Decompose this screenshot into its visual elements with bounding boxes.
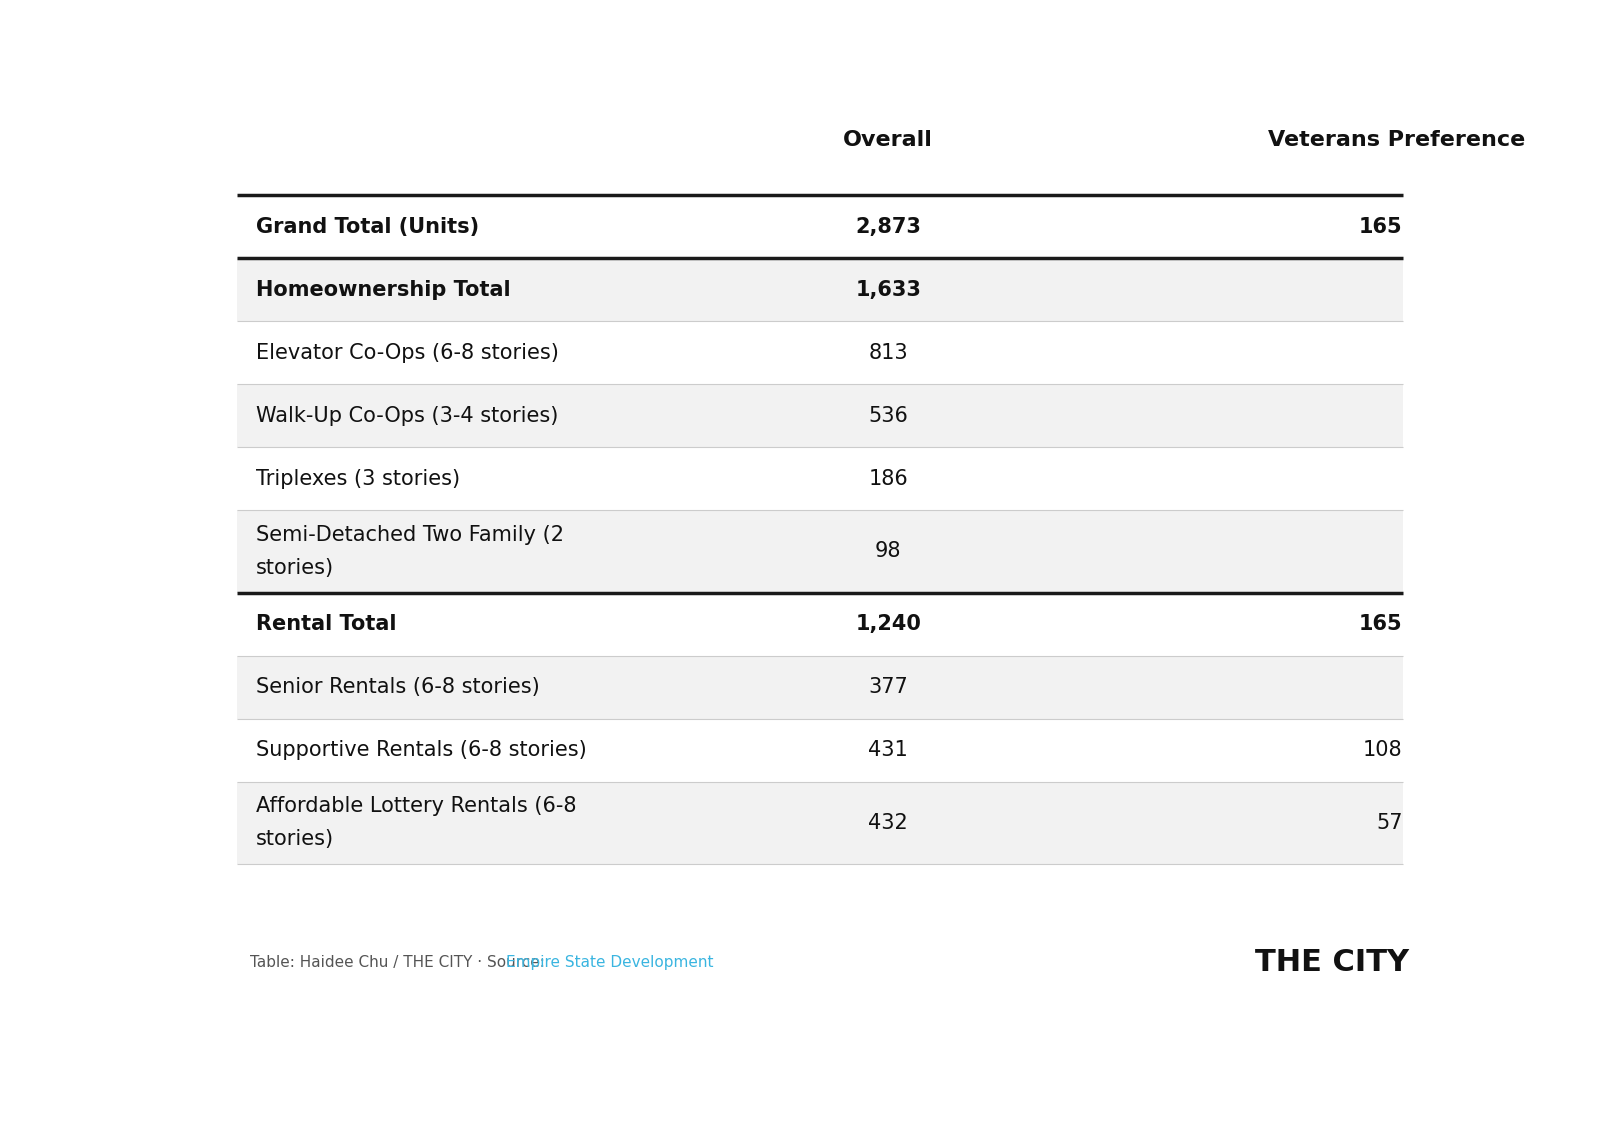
- Bar: [237, 195, 1403, 258]
- Text: 1,240: 1,240: [856, 614, 922, 634]
- Text: 432: 432: [869, 812, 909, 833]
- Text: 1,633: 1,633: [856, 279, 922, 300]
- Text: Table: Haidee Chu / THE CITY · Source:: Table: Haidee Chu / THE CITY · Source:: [250, 955, 549, 969]
- Text: Triplexes (3 stories): Triplexes (3 stories): [256, 469, 459, 489]
- Bar: [237, 258, 1403, 321]
- Text: 186: 186: [869, 469, 909, 489]
- Bar: [237, 655, 1403, 719]
- Text: Veterans Preference: Veterans Preference: [1267, 130, 1525, 150]
- Text: 165: 165: [1358, 614, 1403, 634]
- Text: Overall: Overall: [843, 130, 933, 150]
- Text: Walk-Up Co-Ops (3-4 stories): Walk-Up Co-Ops (3-4 stories): [256, 406, 558, 426]
- Text: Affordable Lottery Rentals (6-8: Affordable Lottery Rentals (6-8: [256, 797, 576, 817]
- Bar: [237, 782, 1403, 864]
- Bar: [237, 511, 1403, 592]
- Text: Grand Total (Units): Grand Total (Units): [256, 217, 478, 237]
- Text: 813: 813: [869, 343, 909, 362]
- Text: Supportive Rentals (6-8 stories): Supportive Rentals (6-8 stories): [256, 741, 587, 761]
- Text: Semi-Detached Two Family (2: Semi-Detached Two Family (2: [256, 525, 563, 545]
- Text: Elevator Co-Ops (6-8 stories): Elevator Co-Ops (6-8 stories): [256, 343, 558, 362]
- Text: 377: 377: [869, 678, 909, 697]
- Text: 57: 57: [1376, 812, 1403, 833]
- Text: 431: 431: [869, 741, 909, 761]
- Bar: [237, 448, 1403, 511]
- Text: THE CITY: THE CITY: [1254, 948, 1410, 977]
- Bar: [237, 719, 1403, 782]
- Text: Homeownership Total: Homeownership Total: [256, 279, 510, 300]
- Text: Rental Total: Rental Total: [256, 614, 397, 634]
- Bar: [237, 385, 1403, 448]
- Text: 2,873: 2,873: [856, 217, 922, 237]
- Text: Empire State Development: Empire State Development: [506, 955, 714, 969]
- Text: 108: 108: [1363, 741, 1403, 761]
- Text: stories): stories): [256, 558, 334, 578]
- Text: Senior Rentals (6-8 stories): Senior Rentals (6-8 stories): [256, 678, 539, 697]
- Bar: [237, 592, 1403, 655]
- Text: stories): stories): [256, 829, 334, 849]
- Text: 536: 536: [869, 406, 909, 426]
- Text: 98: 98: [875, 542, 901, 561]
- Text: 165: 165: [1358, 217, 1403, 237]
- Bar: [237, 321, 1403, 385]
